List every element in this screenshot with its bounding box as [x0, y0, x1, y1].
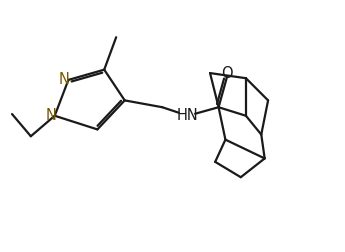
Text: N: N	[45, 108, 56, 123]
Text: N: N	[59, 72, 70, 87]
Text: HN: HN	[177, 108, 199, 123]
Text: O: O	[221, 66, 233, 81]
